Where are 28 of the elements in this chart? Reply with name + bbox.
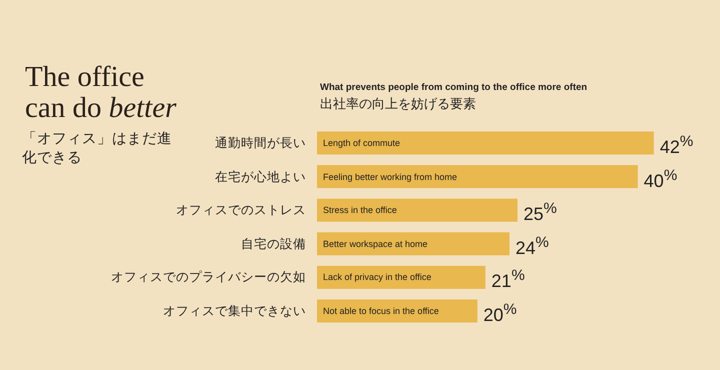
y-tick-label: オフィスで集中できない <box>163 303 306 320</box>
text: What prevents people from coming to the office more often <box>320 82 588 93</box>
text: 出社率の向上を妨げる要素 <box>320 95 476 113</box>
bar <box>317 198 518 222</box>
y-tick-label: 通勤時間が長い <box>215 135 306 152</box>
annotation: Length of commute <box>323 137 400 149</box>
bar <box>317 300 478 322</box>
data-label: 20$^{%}$ <box>483 300 517 326</box>
text: 「オフィス」はまだ進化できる <box>22 130 173 168</box>
bar <box>317 132 654 154</box>
annotation: Stress in the office <box>323 204 397 216</box>
bar <box>317 232 510 256</box>
bar <box>317 266 486 289</box>
y-tick-label: オフィスでのストレス <box>176 202 306 220</box>
data-label: 25$^{%}$ <box>524 199 557 226</box>
y-tick-label: オフィスでのプライバシーの欠如 <box>111 269 306 286</box>
data-label: 40$^{%}$ <box>644 166 678 192</box>
annotation: Not able to focus in the office <box>323 305 439 317</box>
bar <box>317 165 638 188</box>
y-tick-label: 自宅の設備 <box>241 236 306 253</box>
y-tick-label: 在宅が心地よい <box>215 168 306 186</box>
data-label: 24$^{%}$ <box>515 232 549 259</box>
annotation: Better workspace at home <box>323 238 428 250</box>
chart-title: The office can do better <box>25 61 178 124</box>
annotation: Lack of privacy in the office <box>323 271 432 284</box>
data-label: 21$^{%}$ <box>491 266 525 292</box>
data-label: 42$^{%}$ <box>660 132 694 158</box>
annotation: Feeling better working from home <box>323 170 458 183</box>
